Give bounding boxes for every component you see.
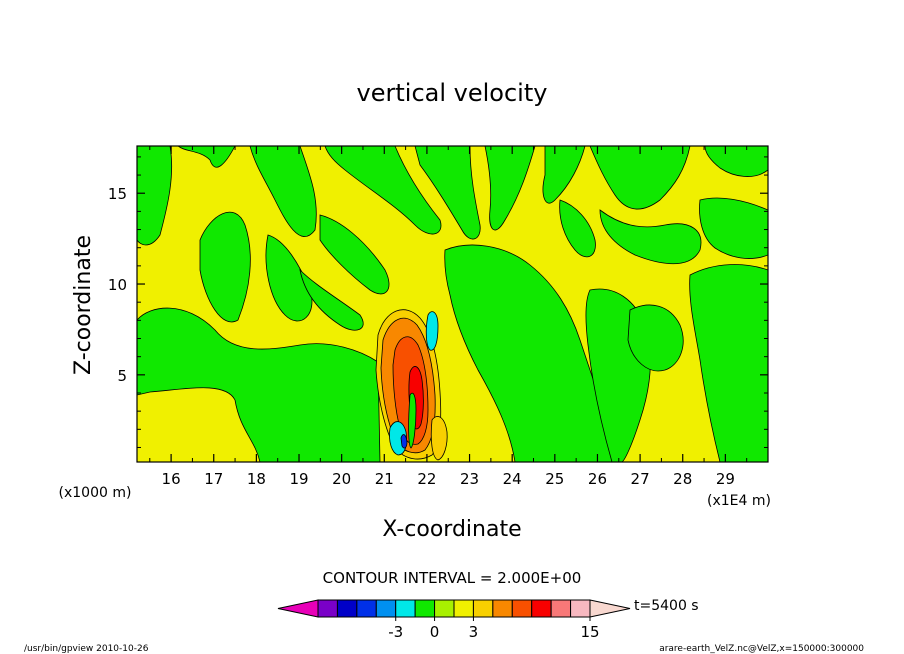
region-neg-11 bbox=[484, 146, 536, 231]
x-tick-label: 28 bbox=[673, 470, 692, 488]
x-tick-label: 24 bbox=[503, 470, 522, 488]
colorbar-segment bbox=[453, 599, 474, 618]
region-neg-12 bbox=[542, 146, 586, 204]
region-neg-16 bbox=[699, 197, 768, 259]
colorbar: -3 0 3 15 bbox=[277, 599, 631, 641]
region-neg-4 bbox=[199, 211, 251, 323]
x-tick-label: 16 bbox=[162, 470, 181, 488]
region-neg-13 bbox=[589, 146, 691, 210]
colorbar-segment bbox=[414, 599, 436, 618]
negative-regions bbox=[137, 146, 768, 462]
plot-area bbox=[137, 146, 768, 462]
colorbar-segment bbox=[434, 599, 455, 618]
region-neg-5 bbox=[249, 146, 317, 237]
x-tick-label: 27 bbox=[631, 470, 650, 488]
plot-frame bbox=[136, 145, 769, 463]
y-unit-label: (x1000 m) bbox=[59, 485, 132, 501]
core-right-lobe bbox=[430, 416, 448, 461]
downdraft-blue bbox=[400, 434, 408, 449]
contour-interval-label: CONTOUR INTERVAL = 2.000E+00 bbox=[323, 569, 582, 587]
region-neg-17 bbox=[689, 264, 768, 462]
colorbar-segment bbox=[531, 599, 552, 618]
colorbar-segment bbox=[570, 599, 591, 618]
colorbar-tick-label: -3 bbox=[388, 623, 403, 641]
region-neg-8 bbox=[319, 214, 390, 295]
x-unit-label: (x1E4 m) bbox=[707, 493, 771, 509]
x-tick-label: 26 bbox=[588, 470, 607, 488]
colorbar-segment bbox=[395, 599, 416, 618]
region-neg-6 bbox=[265, 234, 313, 322]
y-tick-label: 15 bbox=[108, 185, 127, 203]
x-tick-label: 17 bbox=[204, 470, 223, 488]
colorbar-high-arrow bbox=[589, 599, 631, 618]
x-tick-label: 18 bbox=[247, 470, 266, 488]
region-neg-14 bbox=[599, 209, 702, 265]
y-axis-label: Z-coordinate bbox=[71, 235, 96, 375]
colorbar-tick-label: 3 bbox=[469, 623, 479, 641]
x-tick-label: 29 bbox=[716, 470, 735, 488]
region-neg-9 bbox=[299, 268, 364, 331]
y-tick-label: 10 bbox=[108, 276, 127, 294]
region-neg-10 bbox=[414, 146, 481, 240]
colorbar-segment bbox=[356, 599, 377, 618]
x-axis: 16 17 18 19 20 21 22 23 24 25 26 27 28 29 bbox=[149, 146, 748, 488]
colorbar-segment bbox=[472, 599, 494, 618]
region-neg-20 bbox=[627, 304, 684, 372]
colorbar-segment bbox=[550, 599, 572, 618]
region-neg-2 bbox=[177, 146, 236, 168]
colorbar-segment bbox=[336, 599, 358, 618]
x-tick-label: 22 bbox=[417, 470, 436, 488]
region-neg-21 bbox=[559, 199, 596, 258]
updraft-green-strip bbox=[408, 392, 417, 449]
colorbar-segment bbox=[492, 599, 513, 618]
x-tick-label: 19 bbox=[289, 470, 308, 488]
time-label: t=5400 s bbox=[634, 598, 699, 614]
region-neg-7 bbox=[324, 146, 442, 235]
x-axis-label: X-coordinate bbox=[382, 517, 521, 542]
footer-right: arare-earth_VelZ.nc@VelZ,x=150000:300000 bbox=[659, 644, 864, 654]
colorbar-segment bbox=[375, 599, 397, 618]
y-axis: 5 10 15 bbox=[108, 156, 768, 448]
x-tick-label: 25 bbox=[545, 470, 564, 488]
colorbar-segment bbox=[511, 599, 533, 618]
colorbar-segment bbox=[317, 599, 338, 618]
y-tick-label: 5 bbox=[117, 367, 127, 385]
chart-title: vertical velocity bbox=[357, 79, 548, 107]
colorbar-tick-label: 15 bbox=[580, 623, 599, 641]
region-neg-1 bbox=[137, 146, 173, 246]
x-tick-label: 20 bbox=[332, 470, 351, 488]
colorbar-tick-label: 0 bbox=[430, 623, 440, 641]
x-tick-label: 21 bbox=[375, 470, 394, 488]
downdraft-cyan-upper bbox=[425, 311, 439, 351]
colorbar-low-arrow bbox=[277, 599, 319, 618]
region-neg-15 bbox=[704, 146, 768, 177]
x-tick-label: 23 bbox=[460, 470, 479, 488]
region-neg-3 bbox=[137, 307, 381, 462]
footer-left: /usr/bin/gpview 2010-10-26 bbox=[24, 644, 149, 654]
updraft-core bbox=[375, 309, 448, 461]
